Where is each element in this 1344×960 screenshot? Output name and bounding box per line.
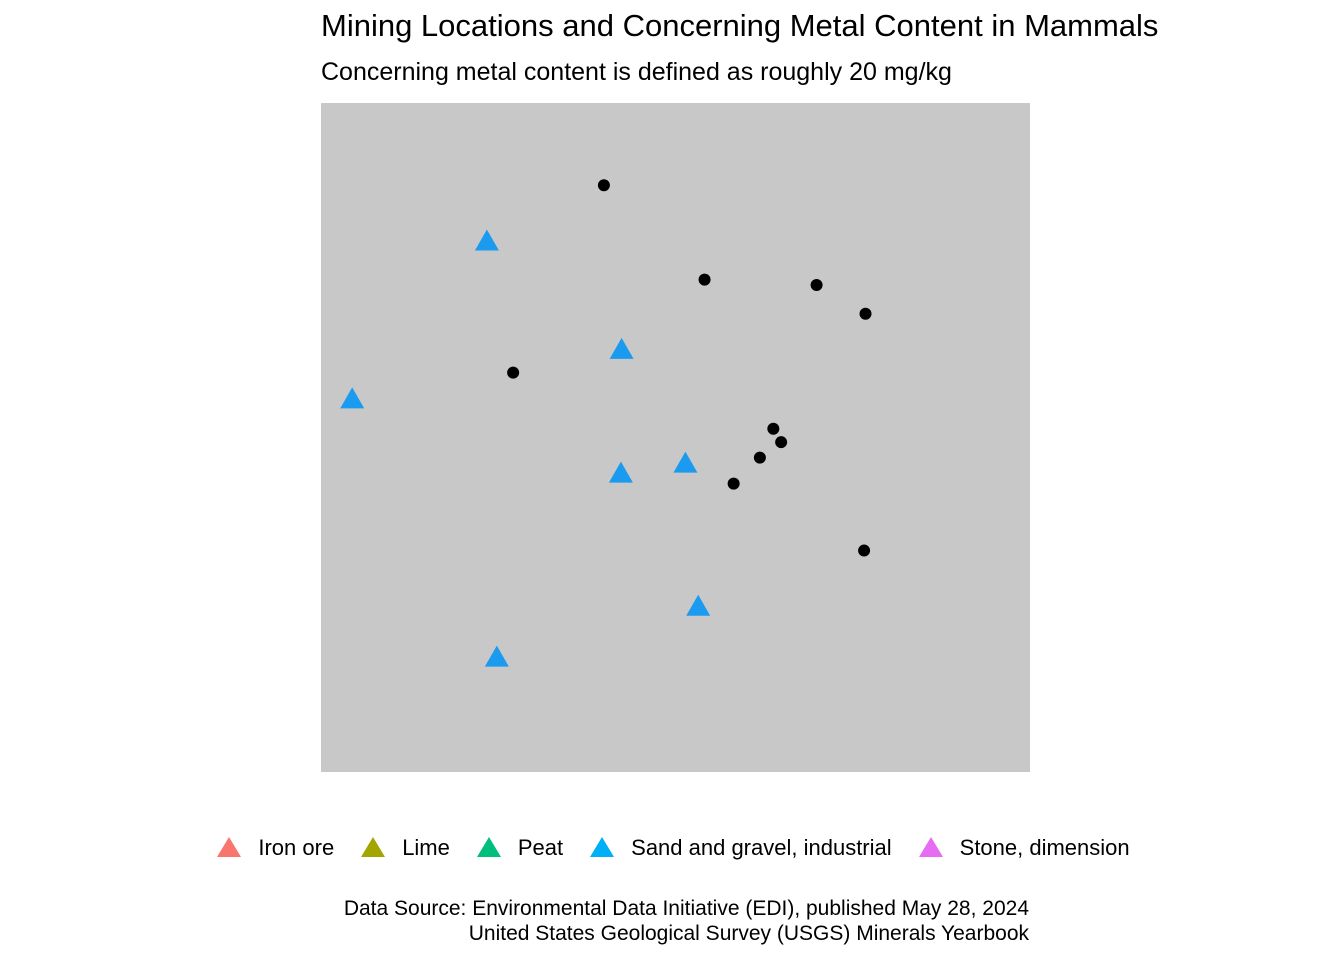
sample-point	[727, 477, 740, 490]
legend-item: Iron ore	[214, 833, 334, 863]
legend-triangle-mark	[476, 837, 501, 857]
legend-triangle-mark	[217, 837, 242, 857]
legend-triangle-icon	[217, 837, 242, 857]
sample-point	[597, 179, 610, 192]
sample-point	[810, 278, 823, 291]
sample-point	[775, 436, 788, 449]
caption-source: Data Source: Environmental Data Initiati…	[343, 897, 1029, 920]
mine-marker-triangle	[686, 594, 711, 616]
legend-item: Lime	[358, 833, 450, 863]
sample-point	[753, 451, 766, 464]
legend-triangle-icon	[361, 837, 386, 857]
mine-marker-triangle	[484, 645, 509, 667]
sample-point	[858, 544, 871, 557]
legend-item: Stone, dimension	[916, 833, 1130, 863]
legend-triangle-icon	[476, 837, 501, 857]
legend-label: Sand and gravel, industrial	[631, 835, 892, 860]
mine-marker-triangle	[609, 337, 634, 359]
legend-triangle-mark	[918, 837, 943, 857]
legend-triangle-icon	[590, 837, 615, 857]
legend-item: Peat	[474, 833, 563, 863]
chart-title: Mining Locations and Concerning Metal Co…	[321, 8, 1159, 43]
legend-triangle-mark	[590, 837, 615, 857]
map-marks	[340, 179, 872, 667]
legend-label: Lime	[402, 835, 450, 860]
mine-marker-triangle	[474, 229, 499, 251]
mine-marker-triangle	[340, 387, 365, 409]
legend-item: Sand and gravel, industrial	[587, 833, 892, 863]
sample-point	[767, 422, 780, 435]
legend: Iron ore Lime Peat Sand and gravel, industr…	[0, 826, 1344, 870]
caption: Data Source: Environmental Data Initiati…	[344, 896, 1029, 946]
legend-label: Iron ore	[258, 835, 335, 860]
chart-subtitle: Concerning metal content is defined as r…	[321, 58, 952, 86]
legend-label: Peat	[517, 835, 564, 860]
caption-yearbook: United States Geological Survey (USGS) M…	[468, 922, 1029, 945]
legend-triangle-icon	[918, 837, 943, 857]
mine-marker-triangle	[608, 461, 633, 483]
legend-triangle-mark	[361, 837, 386, 857]
sample-point	[698, 273, 711, 286]
legend-label: Stone, dimension	[959, 835, 1130, 860]
mine-marker-triangle	[673, 451, 698, 473]
sample-point	[859, 307, 872, 320]
map-plot	[321, 103, 1030, 772]
map-panel	[321, 103, 1030, 772]
sample-point	[507, 366, 520, 379]
